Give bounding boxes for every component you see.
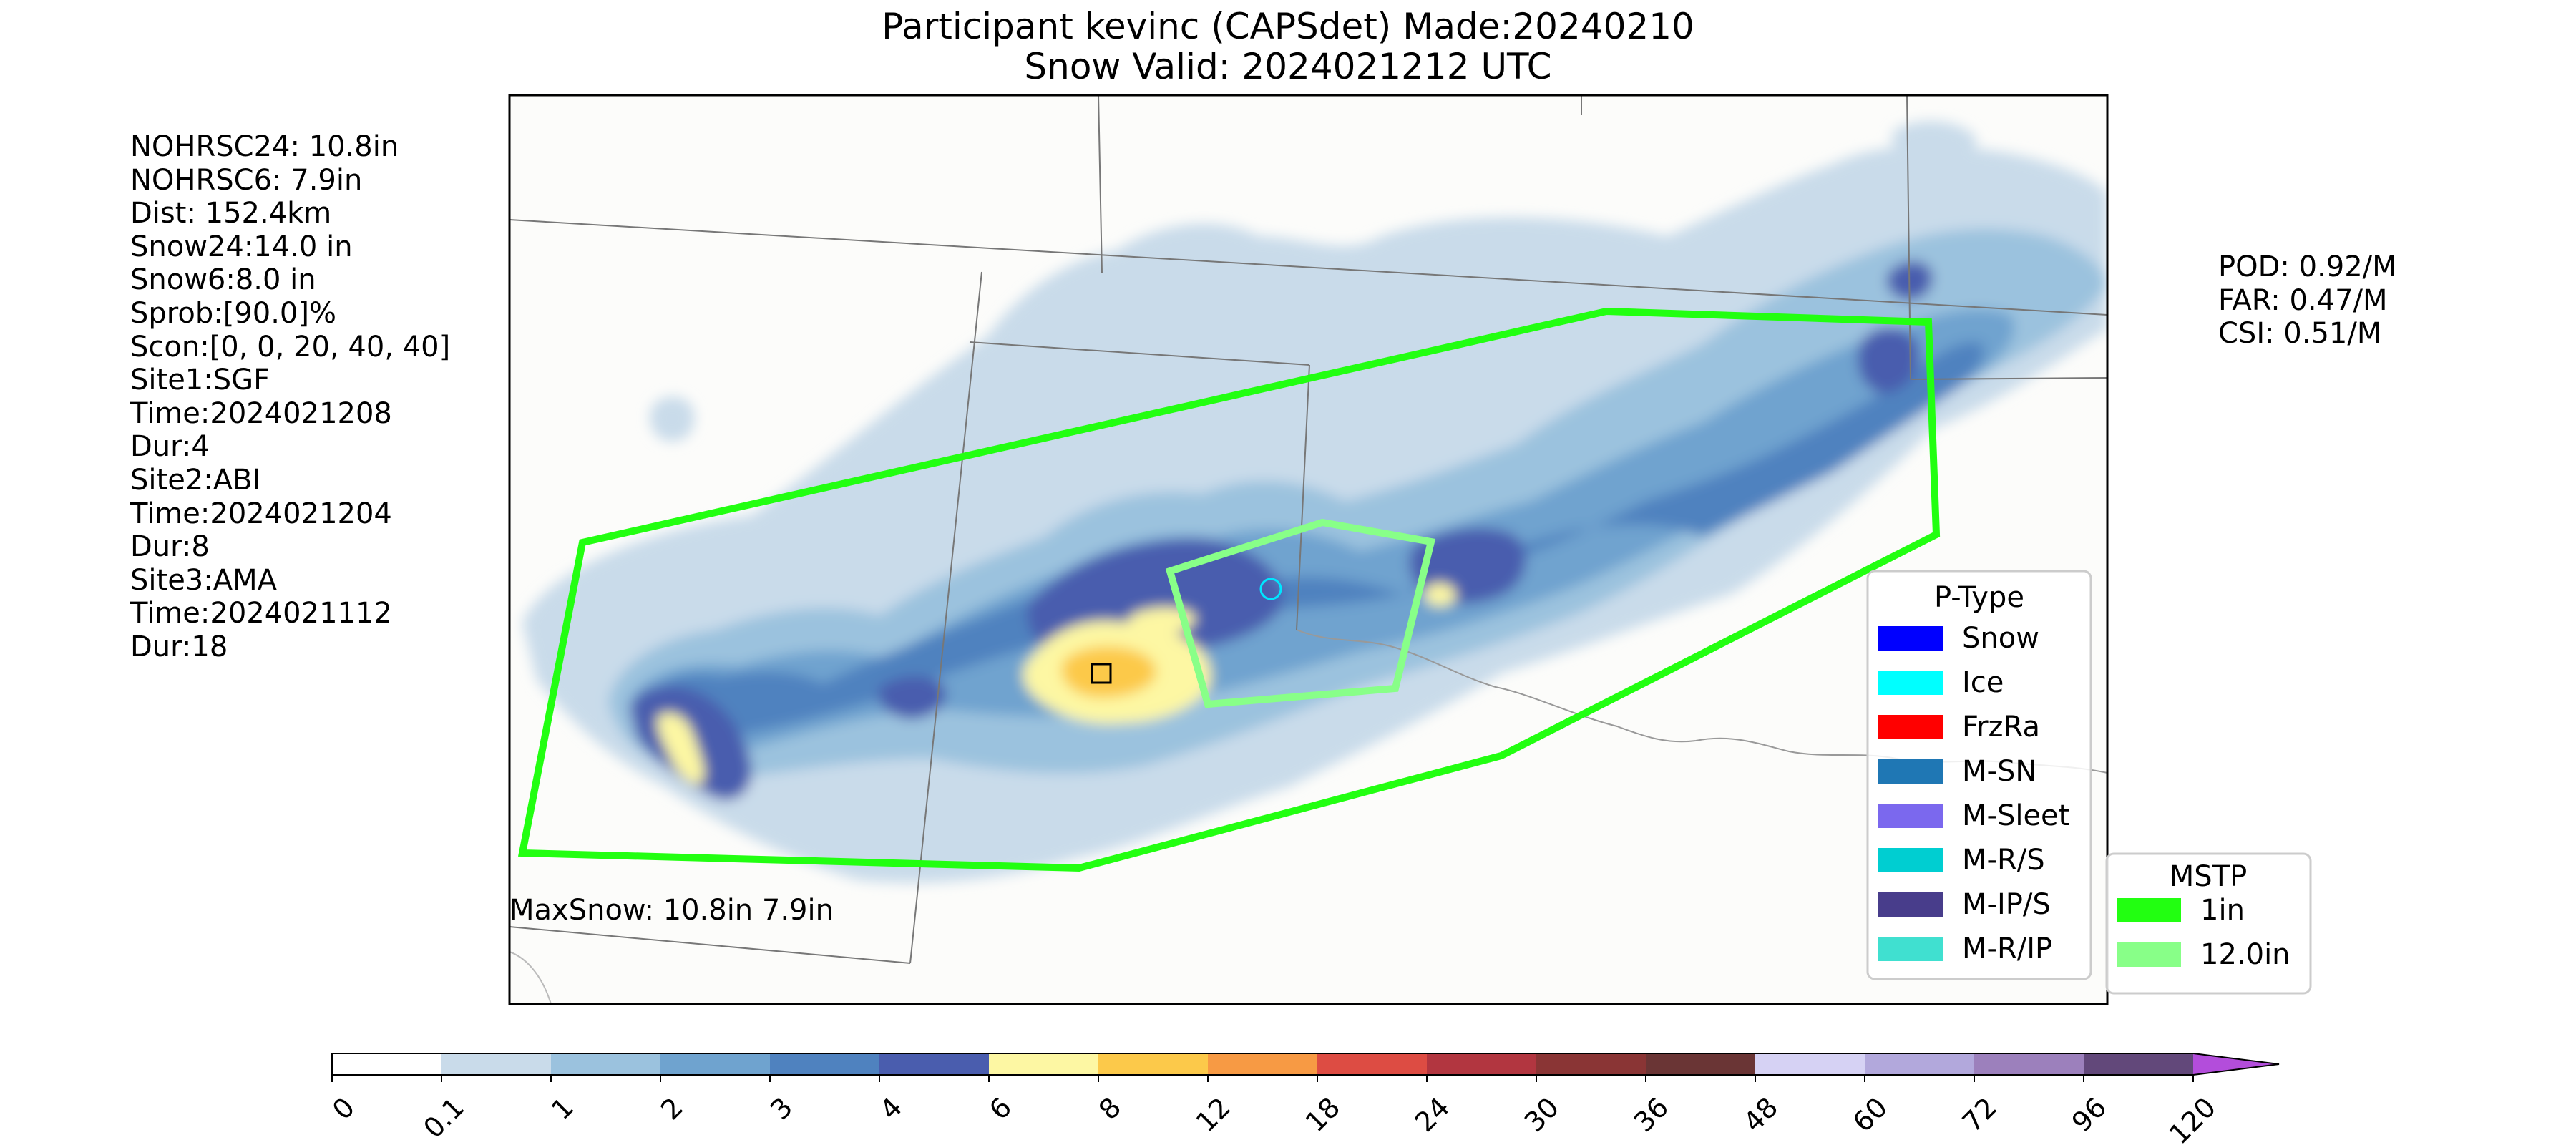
map-frame [508, 94, 2109, 1005]
mstp-swatch [2117, 898, 2181, 922]
mstp-legend: MSTP 1in 12.0in [2105, 852, 2312, 995]
colorbar-segment [770, 1053, 880, 1075]
mstp-swatch [2117, 942, 2181, 967]
info-line: Dur:18 [130, 630, 228, 663]
ptype-label: Ice [1962, 666, 2004, 699]
info-line: Site1:SGF [130, 364, 270, 397]
colorbar-tick-label: 120 [2163, 1091, 2222, 1145]
colorbar-segment [441, 1053, 552, 1075]
csi-score: CSI: 0.51/M [2218, 317, 2382, 351]
colorbar-tick-label: 6 [983, 1091, 1018, 1126]
far-score: FAR: 0.47/M [2218, 283, 2388, 317]
ptype-legend: P-Type Snow Ice FrzRa M-SN M-Sleet M-R/S M-IP/… [1866, 570, 2092, 980]
info-line: Site3:AMA [130, 563, 277, 597]
ptype-swatch-frzra [1878, 715, 1943, 739]
pod-score: POD: 0.92/M [2218, 250, 2397, 283]
ptype-swatch-m-sn [1878, 759, 1943, 784]
colorbar-tick-label: 72 [1956, 1091, 2003, 1138]
ptype-swatch-m-r-ip [1878, 937, 1943, 961]
info-line: Time:2024021204 [130, 497, 392, 530]
colorbar-tick-label: 24 [1409, 1091, 1455, 1138]
info-line: Dur:4 [130, 430, 210, 464]
info-line: NOHRSC24: 10.8in [130, 130, 399, 163]
verification-scores: POD: 0.92/M FAR: 0.47/M CSI: 0.51/M [2218, 250, 2397, 351]
mstp-label: 1in [2200, 894, 2245, 927]
colorbar-tick-label: 48 [1737, 1091, 1784, 1138]
mstp-legend-title: MSTP [2170, 860, 2247, 893]
info-line: Site2:ABI [130, 463, 261, 497]
colorbar-tick-label: 4 [874, 1091, 908, 1126]
state-boundaries [509, 95, 2107, 964]
colorbar-segment [1317, 1053, 1428, 1075]
ptype-swatch-m-r-s [1878, 848, 1943, 872]
ptype-label: Snow [1962, 622, 2039, 655]
colorbar-segment [1646, 1053, 1756, 1075]
mstp-1in-polygon [517, 307, 1941, 872]
ptype-label: M-IP/S [1962, 888, 2051, 921]
max-snow-square-marker [1091, 663, 1112, 684]
colorbar-tick-label: 3 [764, 1091, 799, 1126]
max-snow-label: MaxSnow: 10.8in 7.9in [509, 894, 834, 927]
colorbar-segment [1974, 1053, 2084, 1075]
ptype-label: M-R/S [1962, 844, 2045, 877]
title-line-2: Snow Valid: 2024021212 UTC [1024, 46, 1552, 87]
snowfall-field [509, 95, 2107, 1004]
info-line: Snow6:8.0 in [130, 263, 316, 297]
colorbar-tick-label: 1 [545, 1091, 580, 1126]
ptype-label: M-Sleet [1962, 799, 2069, 832]
forecast-info-panel: NOHRSC24: 10.8in NOHRSC6: 7.9in Dist: 15… [130, 130, 450, 664]
colorbar-segment [1536, 1053, 1646, 1075]
mstp-label: 12.0in [2200, 938, 2290, 971]
colorbar-segment [1208, 1053, 1318, 1075]
colorbar-segment [1755, 1053, 1865, 1075]
colorbar-tick-label: 0.1 [417, 1091, 470, 1144]
info-line: Dur:8 [130, 530, 210, 564]
colorbar: 0 0.1 1 2 3 4 6 8 12 18 24 30 36 48 60 72 96 120 [326, 1053, 2280, 1145]
colorbar-segment [1427, 1053, 1537, 1075]
colorbar-segment [551, 1053, 661, 1075]
colorbar-tick-label: 36 [1628, 1091, 1674, 1138]
colorbar-tick-label: 12 [1190, 1091, 1236, 1138]
colorbar-tick-label: 60 [1847, 1091, 1893, 1138]
ptype-swatch-ice [1878, 671, 1943, 695]
colorbar-tick-label: 0 [326, 1091, 361, 1126]
ptype-swatch-m-sleet [1878, 804, 1943, 828]
info-line: Time:2024021112 [130, 597, 392, 630]
colorbar-segment [660, 1053, 771, 1075]
info-line: Snow24:14.0 in [130, 230, 353, 263]
info-line: Dist: 152.4km [130, 197, 332, 230]
title-line-1: Participant kevinc (CAPSdet) Made:202402… [882, 6, 1694, 47]
ptype-legend-title: P-Type [1934, 581, 2024, 614]
colorbar-outline [331, 1053, 2280, 1076]
site-circle-marker [1259, 578, 1282, 600]
colorbar-segment [1098, 1053, 1209, 1075]
colorbar-segment [879, 1053, 990, 1075]
mstp-12in-polygon [1165, 518, 1436, 708]
ptype-label: FrzRa [1962, 711, 2040, 744]
colorbar-tick-label: 18 [1299, 1091, 1346, 1138]
ptype-label: M-SN [1962, 755, 2036, 788]
info-line: Time:2024021208 [130, 396, 392, 430]
ptype-swatch-m-ip-s [1878, 892, 1943, 917]
ptype-label: M-R/IP [1962, 932, 2052, 965]
colorbar-tick-label: 8 [1093, 1091, 1127, 1126]
colorbar-segment [2084, 1053, 2194, 1075]
colorbar-tick-label: 2 [655, 1091, 689, 1126]
colorbar-segment [332, 1053, 442, 1075]
info-line: Scon:[0, 0, 20, 40, 40] [130, 330, 451, 364]
ptype-swatch-snow [1878, 626, 1943, 651]
info-line: Sprob:[90.0]% [130, 296, 336, 330]
colorbar-extend-arrow [2193, 1053, 2279, 1075]
colorbar-tick-label: 30 [1518, 1091, 1565, 1138]
colorbar-tick-label: 96 [2066, 1091, 2112, 1138]
colorbar-segment [1865, 1053, 1975, 1075]
colorbar-segment [989, 1053, 1099, 1075]
info-line: NOHRSC6: 7.9in [130, 163, 363, 197]
